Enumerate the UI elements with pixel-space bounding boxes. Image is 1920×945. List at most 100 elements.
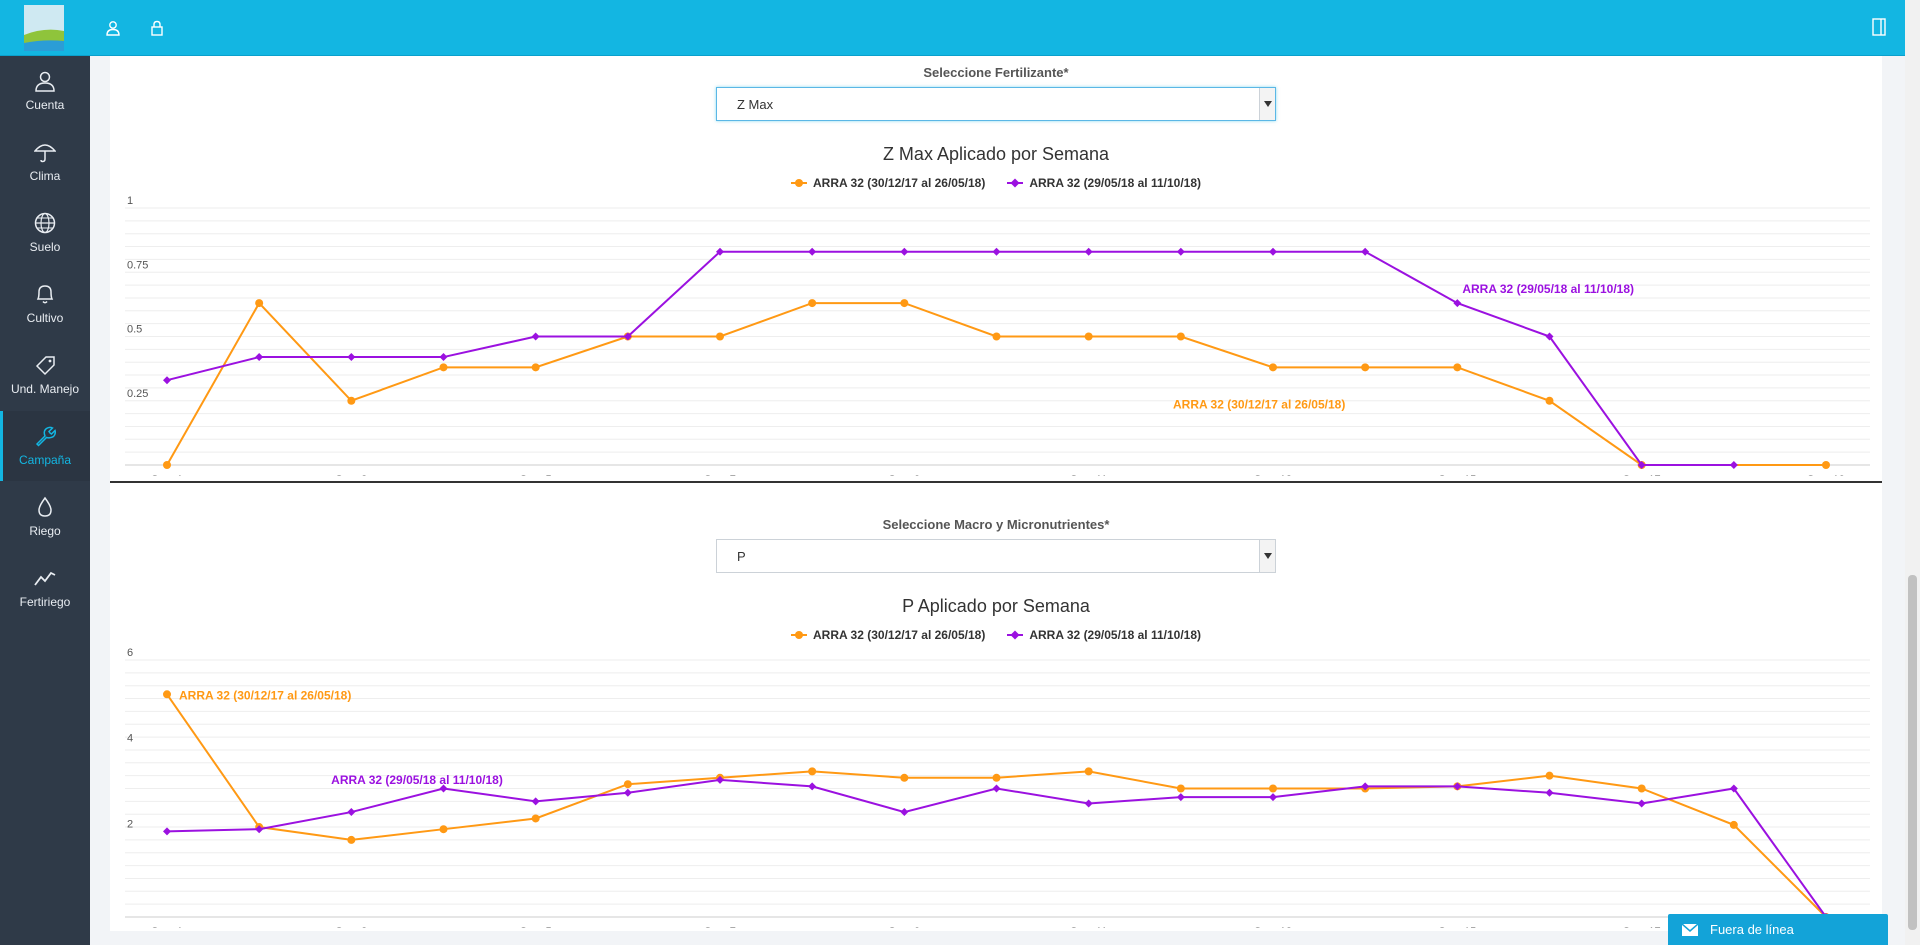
scrollbar[interactable] xyxy=(1905,0,1920,945)
sidebar-item-label: Clima xyxy=(29,169,61,183)
legend-entry[interactable]: ARRA 32 (29/05/18 al 11/10/18) xyxy=(1007,628,1201,642)
sidebar-item-fertiriego[interactable]: Fertiriego xyxy=(0,553,90,623)
y-tick-label: 6 xyxy=(127,647,133,659)
data-point xyxy=(163,461,171,469)
data-point xyxy=(1361,782,1370,791)
series-line xyxy=(166,250,1734,466)
data-label: ARRA 32 (30/12/17 al 26/05/18) xyxy=(1173,397,1345,411)
x-tick-label: Sem.13 xyxy=(1254,926,1292,928)
legend-label: ARRA 32 (29/05/18 al 11/10/18) xyxy=(1029,176,1201,190)
sidebar-item-campana[interactable]: Campaña xyxy=(0,411,90,481)
sidebar-item-und-manejo[interactable]: Und. Manejo xyxy=(0,340,90,410)
x-tick-label: Sem.7 xyxy=(704,926,736,928)
sidebar-item-label: Und. Manejo xyxy=(10,382,80,396)
data-point xyxy=(1084,799,1093,808)
legend-entry[interactable]: ARRA 32 (30/12/17 al 26/05/18) xyxy=(791,628,985,642)
panel-icon[interactable] xyxy=(1872,18,1886,36)
sidebar-item-label: Cultivo xyxy=(26,311,64,325)
data-point xyxy=(1084,332,1093,341)
main-content: Seleccione Fertilizante* Z Max Z Max Apl… xyxy=(110,56,1882,931)
data-point xyxy=(808,299,817,308)
chart1: 0.25 0.5 0.75 1 Sem.1 Sem.3 Sem.5 Sem.7 Sem.9 Sem… xyxy=(125,195,1870,476)
sidebar-item-riego[interactable]: Riego xyxy=(0,482,90,552)
legend-entry[interactable]: ARRA 32 (29/05/18 al 11/10/18) xyxy=(1007,176,1201,190)
data-point xyxy=(531,814,540,823)
y-tick-label: 0.75 xyxy=(127,259,148,271)
legend-swatch-purple xyxy=(1007,182,1024,184)
scrollbar-thumb[interactable] xyxy=(1908,575,1917,930)
chart2-legend: ARRA 32 (30/12/17 al 26/05/18) ARRA 32 (… xyxy=(110,628,1882,642)
data-point xyxy=(255,353,264,362)
bell-icon xyxy=(36,285,54,304)
data-point xyxy=(992,784,1001,793)
data-point xyxy=(1453,782,1462,791)
sidebar-item-label: Fertiriego xyxy=(19,595,71,609)
data-point xyxy=(716,247,724,256)
data-point xyxy=(992,247,1001,256)
x-tick-label: Sem.11 xyxy=(1070,474,1107,476)
lock-icon[interactable] xyxy=(145,16,169,40)
y-tick-label: 2 xyxy=(127,818,133,830)
data-point xyxy=(992,773,1001,782)
series-line xyxy=(166,778,1827,918)
x-tick-label: Sem.9 xyxy=(888,474,920,476)
sidebar-item-label: Campaña xyxy=(18,453,72,467)
data-point xyxy=(347,396,356,405)
fertilizer-select[interactable]: Z Max xyxy=(716,87,1276,121)
sidebar-item-cuenta[interactable]: Cuenta xyxy=(0,56,90,126)
data-point xyxy=(1269,247,1277,256)
envelope-icon xyxy=(1682,923,1698,936)
x-tick-label: Sem.15 xyxy=(1438,474,1476,476)
drop-icon xyxy=(38,496,52,517)
x-tick-label: Sem.3 xyxy=(335,926,367,928)
data-point xyxy=(1176,247,1185,256)
legend-swatch-orange xyxy=(791,179,807,187)
data-point xyxy=(1453,299,1462,308)
data-point xyxy=(900,299,909,308)
chart1-legend: ARRA 32 (30/12/17 al 26/05/18) ARRA 32 (… xyxy=(110,176,1882,190)
y-tick-label: 0.25 xyxy=(127,388,148,400)
data-point xyxy=(808,767,817,776)
user-icon xyxy=(35,71,55,92)
x-tick-label: Sem.13 xyxy=(1254,474,1292,476)
data-point xyxy=(1729,820,1738,829)
data-point xyxy=(1453,363,1462,372)
legend-swatch-purple xyxy=(1007,634,1024,636)
data-point xyxy=(716,332,724,341)
sidebar-item-suelo[interactable]: Suelo xyxy=(0,198,90,268)
logo[interactable] xyxy=(24,5,64,51)
data-point xyxy=(347,808,356,817)
data-point xyxy=(255,825,264,834)
data-label: ARRA 32 (30/12/17 al 26/05/18) xyxy=(179,688,351,702)
sidebar-item-clima[interactable]: Clima xyxy=(0,127,90,197)
x-tick-label: Sem.5 xyxy=(520,926,552,928)
chart2: 2 4 6 Sem.1 Sem.3 Sem.5 Sem.7 Sem.9 Sem.11 Sem.13… xyxy=(125,647,1870,928)
data-point xyxy=(439,363,448,372)
data-point xyxy=(1269,793,1277,802)
data-point xyxy=(439,825,448,834)
legend-entry[interactable]: ARRA 32 (30/12/17 al 26/05/18) xyxy=(791,176,985,190)
nutrient-select-value: P xyxy=(737,549,746,564)
user-icon[interactable] xyxy=(101,16,125,40)
fertilizer-select-value: Z Max xyxy=(737,97,774,112)
chevron-down-icon[interactable] xyxy=(1259,88,1275,120)
offline-chat-button[interactable]: Fuera de línea xyxy=(1668,914,1888,945)
data-label: ARRA 32 (29/05/18 al 11/10/18) xyxy=(331,773,503,787)
wrench-icon xyxy=(35,426,56,447)
data-point xyxy=(1637,799,1646,808)
data-point xyxy=(1361,247,1370,256)
y-tick-label: 4 xyxy=(127,733,133,745)
nutrient-select[interactable]: P xyxy=(716,539,1276,573)
data-point xyxy=(900,773,909,782)
globe-icon xyxy=(34,212,56,234)
x-tick-label: Sem.19 xyxy=(1807,474,1845,476)
sidebar: Cuenta Clima Suelo Cultivo Und. Manejo C… xyxy=(0,56,90,945)
nutrient-select-label: Seleccione Macro y Micronutrientes* xyxy=(882,517,1110,532)
data-point xyxy=(1269,784,1277,793)
data-point xyxy=(1637,784,1646,793)
trend-icon xyxy=(34,571,56,586)
data-point xyxy=(1637,461,1646,469)
sidebar-item-cultivo[interactable]: Cultivo xyxy=(0,269,90,339)
top-bar xyxy=(0,0,1905,56)
chevron-down-icon[interactable] xyxy=(1259,540,1275,572)
